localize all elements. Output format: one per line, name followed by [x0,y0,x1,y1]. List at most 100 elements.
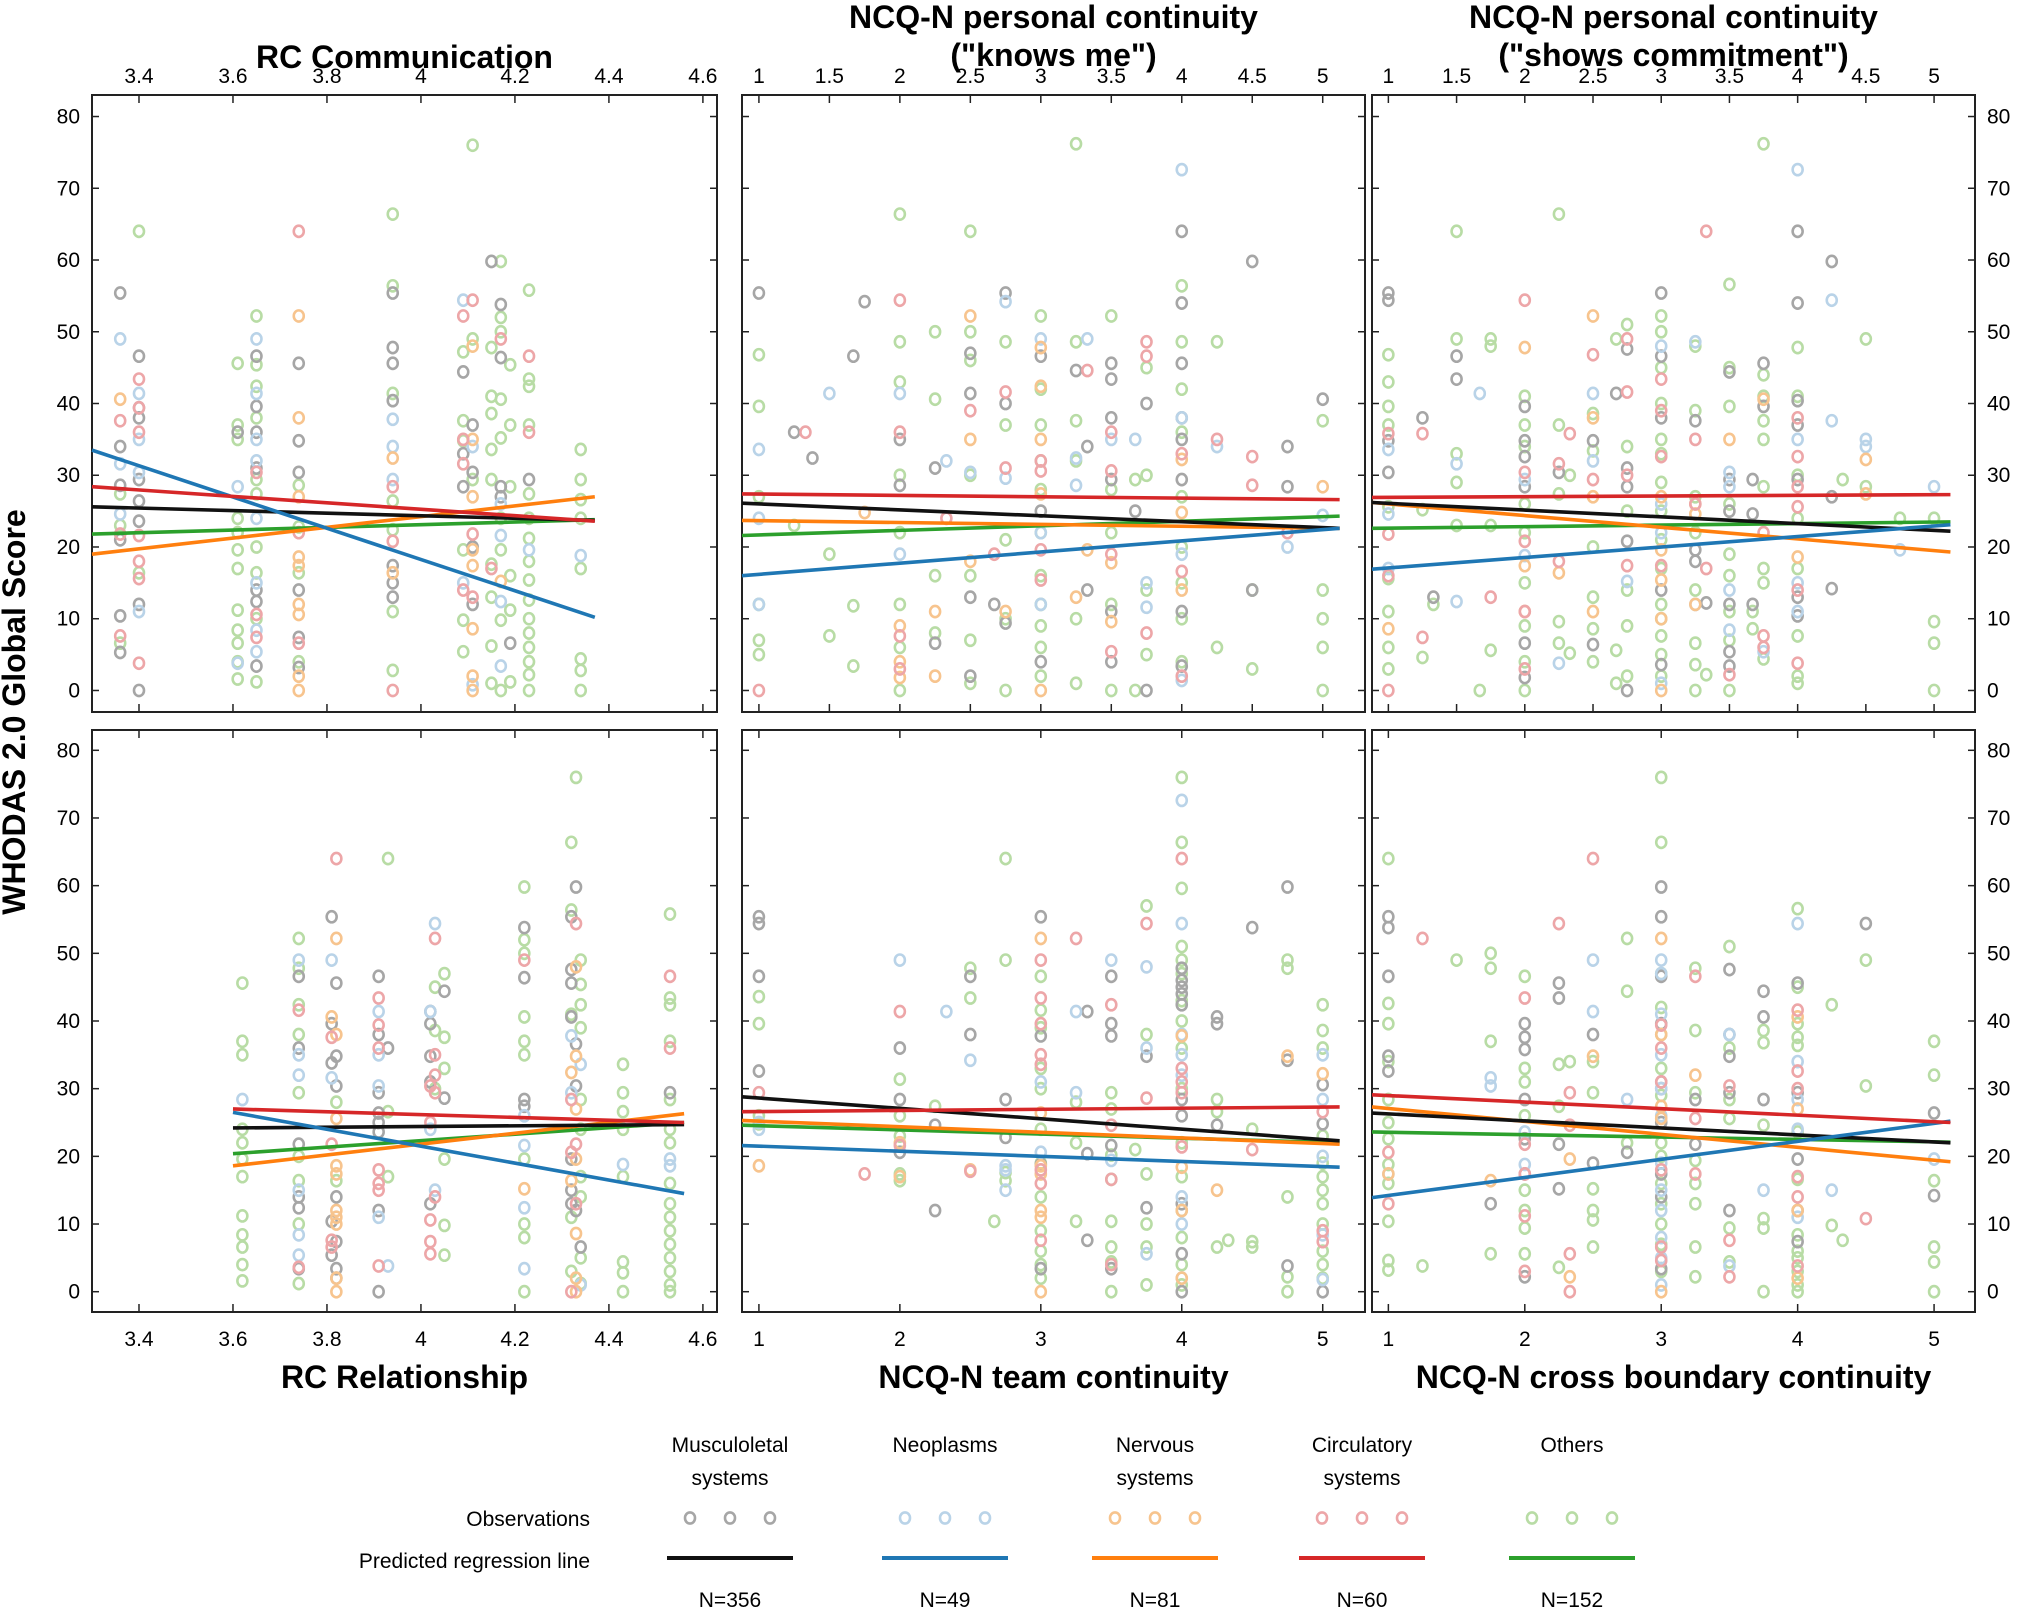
observation-point-musc [1140,1049,1153,1064]
observation-point-oth [1757,413,1770,428]
observation-point-oth [1140,899,1153,913]
observation-point-musc [964,1027,977,1042]
observation-point-oth [1757,479,1770,494]
observation-point-oth [1128,683,1142,698]
observation-point-circ [1034,1233,1048,1248]
observation-point-oth [1825,997,1839,1012]
observation-point-neo [1927,479,1941,494]
regression-lines [232,1107,685,1196]
observation-point-musc [1791,224,1804,239]
observation-point-oth [1104,683,1118,698]
observation-point-nerv [893,670,907,685]
observation-point-neo [1140,1246,1153,1261]
observation-point-neo [823,386,836,401]
observation-point-oth [503,418,517,432]
observation-point-musc [292,630,306,645]
observation-point-circ [132,571,146,586]
observation-point-neo [1069,478,1083,493]
observation-point-musc [1104,472,1118,487]
observation-point-circ [1069,931,1083,946]
observation-point-neo [1723,623,1736,638]
observation-point-musc [456,365,470,379]
observation-point-neo [1859,432,1873,447]
observation-point-neo [1484,1079,1497,1093]
observation-point-circ [1586,851,1600,866]
observation-point-oth [518,932,531,947]
observation-point-musc [113,608,127,623]
observation-point-oth [1836,472,1849,487]
observation-point-oth [1175,881,1189,896]
observation-point-circ [1689,432,1702,447]
observation-point-musc [522,472,536,487]
observation-point-oth [1791,676,1804,691]
observation-point-oth [1316,683,1330,698]
observation-point-nerv [330,1271,343,1286]
observation-point-nerv [330,1158,343,1173]
observation-point-oth [1791,1264,1804,1279]
observation-point-oth [1175,1230,1189,1245]
observation-point-neo [1791,604,1804,619]
observation-point-oth [1723,604,1736,619]
observation-point-musc [1104,410,1118,425]
observation-point-nerv [1563,1152,1577,1166]
observation-point-circ [1552,916,1566,931]
observation-point-neo [565,1028,578,1043]
legend-group-name: systems [1116,1467,1193,1490]
observation-point-oth [456,644,470,659]
observation-point-oth [574,652,588,666]
observation-point-musc [569,880,583,894]
observation-point-oth [1175,1014,1189,1028]
observation-point-oth [456,613,470,628]
observation-point-circ [456,309,470,323]
observation-point-oth [1128,1142,1142,1157]
observation-point-circ [1689,497,1702,511]
y-tick-label: 0 [1987,1281,1999,1304]
observation-point-oth [616,1265,630,1280]
observation-point-oth [574,1020,588,1035]
observation-point-musc [132,683,146,698]
observation-point-musc [1104,969,1118,984]
observation-point-oth [1620,931,1634,946]
observation-point-musc [1518,399,1532,414]
observation-point-oth [1034,418,1048,432]
observation-point-oth [1484,332,1497,346]
observation-point-circ [456,432,470,447]
observation-point-neo [1034,332,1048,346]
observation-point-oth [1723,1221,1736,1235]
observation-point-circ [1699,224,1713,239]
observation-point-circ [1654,1162,1668,1177]
x-tick-label: 4.5 [1238,65,1267,88]
legend-marker [1605,1511,1619,1525]
observation-point-musc [1175,296,1189,310]
legend-item-oth: Others N=152 [1509,1434,1635,1612]
observation-point-nerv [964,554,977,569]
observation-point-circ [893,662,907,676]
observation-point-neo [292,1183,306,1198]
observation-point-oth [231,418,244,432]
observation-point-neo [1586,453,1600,468]
observation-point-musc [1620,1145,1634,1160]
observation-point-oth [1699,667,1713,682]
observation-point-circ [466,293,479,308]
observation-point-circ [292,1260,306,1275]
observation-point-musc [132,349,146,364]
observation-point-circ [1723,1233,1736,1248]
observation-point-musc [1034,909,1048,924]
observation-point-oth [1859,953,1873,967]
observation-point-oth [1518,575,1532,590]
observation-point-circ [1586,347,1600,362]
y-tick-label: 50 [1987,321,2010,344]
observation-point-musc [964,669,977,684]
observation-point-circ [1140,1091,1153,1106]
observation-point-musc [1104,356,1118,371]
observation-point-oth [1382,399,1395,414]
observation-point-musc [1382,920,1395,935]
observation-point-oth [1069,413,1083,428]
observation-point-nerv [1859,452,1873,467]
observation-point-musc [1140,683,1153,698]
observation-point-oth [438,1061,451,1076]
observation-point-neo [1140,600,1153,615]
observation-point-oth [1316,1183,1330,1198]
observation-point-musc [1518,1092,1532,1107]
observation-point-neo [999,1162,1012,1177]
